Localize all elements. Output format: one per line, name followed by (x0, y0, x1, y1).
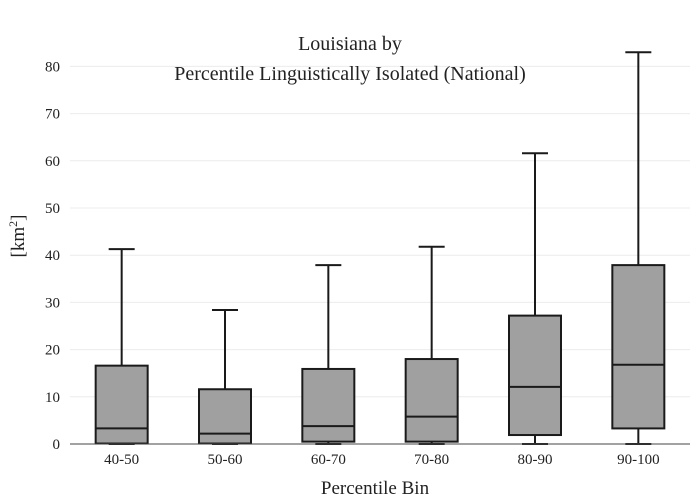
y-tick-0: 0 (53, 437, 61, 453)
box-80-90 (508, 152, 562, 445)
y-tick-30: 30 (45, 295, 60, 311)
iqr-box (611, 264, 666, 430)
x-tick-70-80: 70-80 (414, 452, 449, 468)
x-tick-40-50: 40-50 (104, 452, 139, 468)
y-axis-label-prefix: [km (8, 227, 29, 258)
y-axis-label-suffix: ] (8, 215, 29, 221)
y-axis-label-superscript: 2 (6, 221, 20, 227)
iqr-box (508, 314, 562, 437)
y-tick-50: 50 (45, 201, 60, 217)
y-tick-40: 40 (45, 248, 60, 264)
y-tick-labels: 0 10 20 30 40 50 60 70 80 (45, 59, 60, 453)
grid (70, 65, 690, 398)
y-tick-70: 70 (45, 107, 60, 123)
iqr-box (404, 358, 459, 443)
x-tick-90-100: 90-100 (617, 452, 660, 468)
box-60-70 (301, 264, 356, 445)
chart-title-line-1: Louisiana by (298, 33, 402, 55)
box-50-60 (198, 308, 252, 445)
x-tick-80-90: 80-90 (518, 452, 553, 468)
box-70-80 (404, 245, 459, 445)
x-tick-50-60: 50-60 (208, 452, 243, 468)
y-tick-60: 60 (45, 154, 60, 170)
x-tick-60-70: 60-70 (311, 452, 346, 468)
box-40-50 (94, 248, 149, 445)
y-tick-10: 10 (45, 390, 60, 406)
y-tick-80: 80 (45, 59, 60, 75)
iqr-box (94, 364, 149, 445)
x-tick-labels: 40-50 50-60 60-70 70-80 80-90 90-100 (104, 452, 659, 468)
box-90-100 (611, 51, 666, 445)
iqr-box (301, 367, 356, 443)
boxes (94, 51, 666, 445)
x-axis-label: Percentile Bin (321, 478, 430, 499)
y-axis-label: [km2] (6, 215, 29, 258)
chart-title-line-2: Percentile Linguistically Isolated (Nati… (174, 63, 526, 85)
y-tick-20: 20 (45, 343, 60, 359)
iqr-box (198, 388, 252, 445)
